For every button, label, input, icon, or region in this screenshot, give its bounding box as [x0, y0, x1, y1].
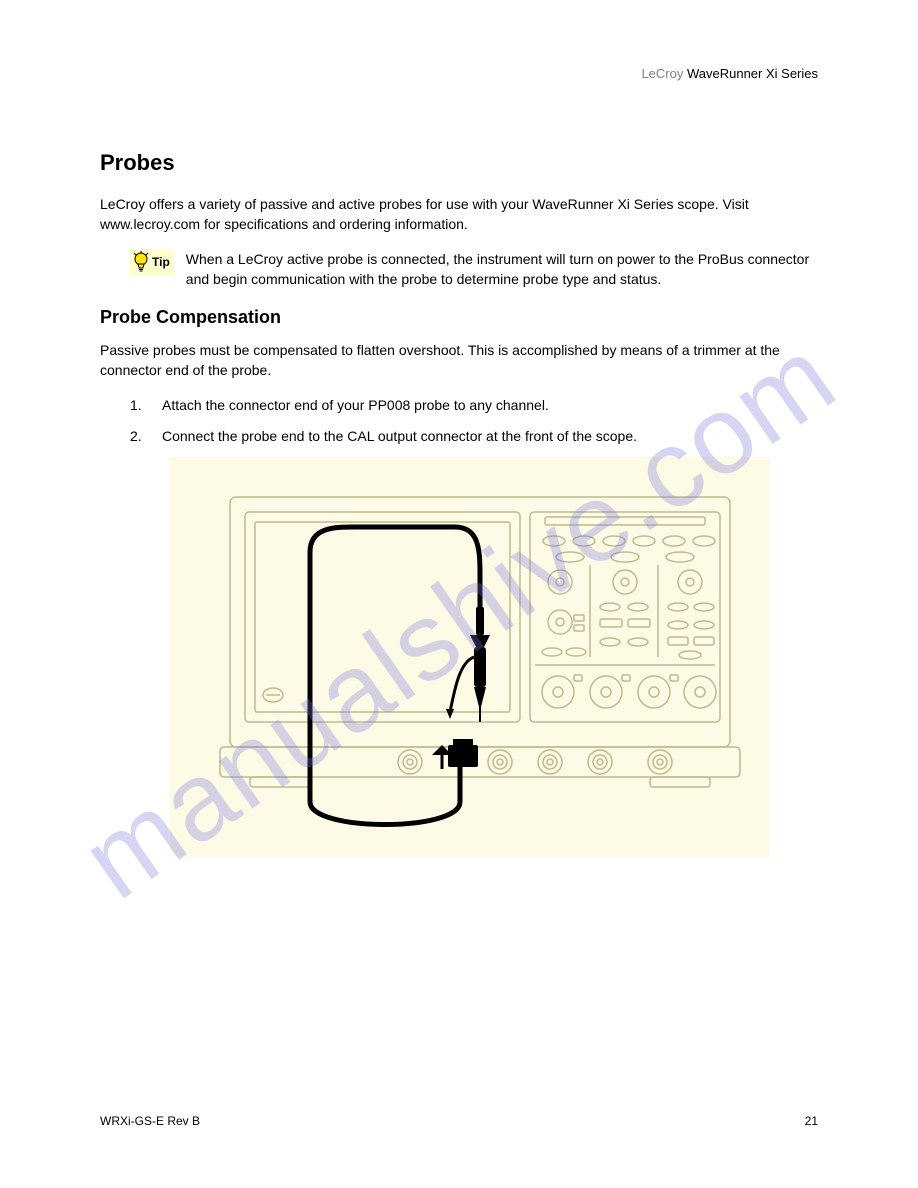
step-1: 1. Attach the connector end of your PP00… [130, 395, 818, 416]
footer-right: 21 [805, 1114, 818, 1128]
footer: WRXi-GS-E Rev B 21 [0, 1114, 918, 1128]
footer-left: WRXi-GS-E Rev B [100, 1114, 200, 1128]
step-1-num: 1. [130, 395, 148, 416]
header-brand: LeCroy [641, 66, 683, 81]
step-1-text: Attach the connector end of your PP008 p… [162, 395, 818, 416]
subsection-intro: Passive probes must be compensated to fl… [100, 340, 818, 381]
header-model: WaveRunner Xi Series [687, 66, 818, 81]
tip-text: When a LeCroy active probe is connected,… [186, 249, 818, 290]
tip-block: Tip When a LeCroy active probe is connec… [130, 249, 818, 290]
subsection-title: Probe Compensation [100, 307, 818, 328]
section-title: Probes [100, 150, 818, 176]
lightbulb-icon [132, 251, 150, 273]
step-2-text: Connect the probe end to the CAL output … [162, 426, 818, 447]
tip-label: Tip [152, 255, 170, 269]
header-brand-model: LeCroy WaveRunner Xi Series [641, 66, 818, 81]
step-2: 2. Connect the probe end to the CAL outp… [130, 426, 818, 447]
intro-paragraph: LeCroy offers a variety of passive and a… [100, 194, 818, 235]
tip-badge: Tip [130, 249, 174, 275]
probe-figure [170, 457, 770, 857]
step-2-num: 2. [130, 426, 148, 447]
